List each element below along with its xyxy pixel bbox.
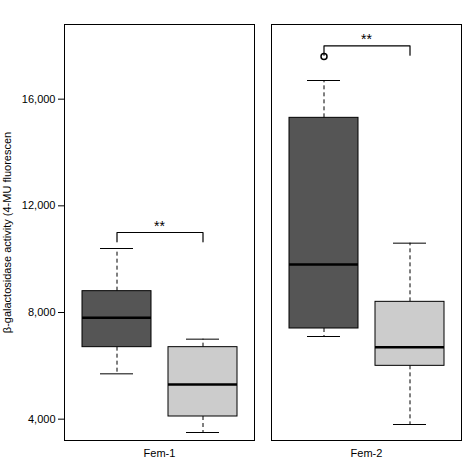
svg-text:**: ** — [154, 218, 165, 234]
svg-text:12,000: 12,000 — [22, 199, 56, 211]
svg-text:16,000: 16,000 — [22, 93, 56, 105]
svg-text:Fem-2: Fem-2 — [351, 447, 383, 459]
svg-text:8,000: 8,000 — [28, 306, 56, 318]
svg-text:Fem-1: Fem-1 — [144, 447, 176, 459]
svg-text:4,000: 4,000 — [28, 413, 56, 425]
svg-text:**: ** — [361, 31, 372, 47]
svg-text:β-galactosidase activity (4-MU: β-galactosidase activity (4-MU fluoresce… — [1, 132, 13, 333]
